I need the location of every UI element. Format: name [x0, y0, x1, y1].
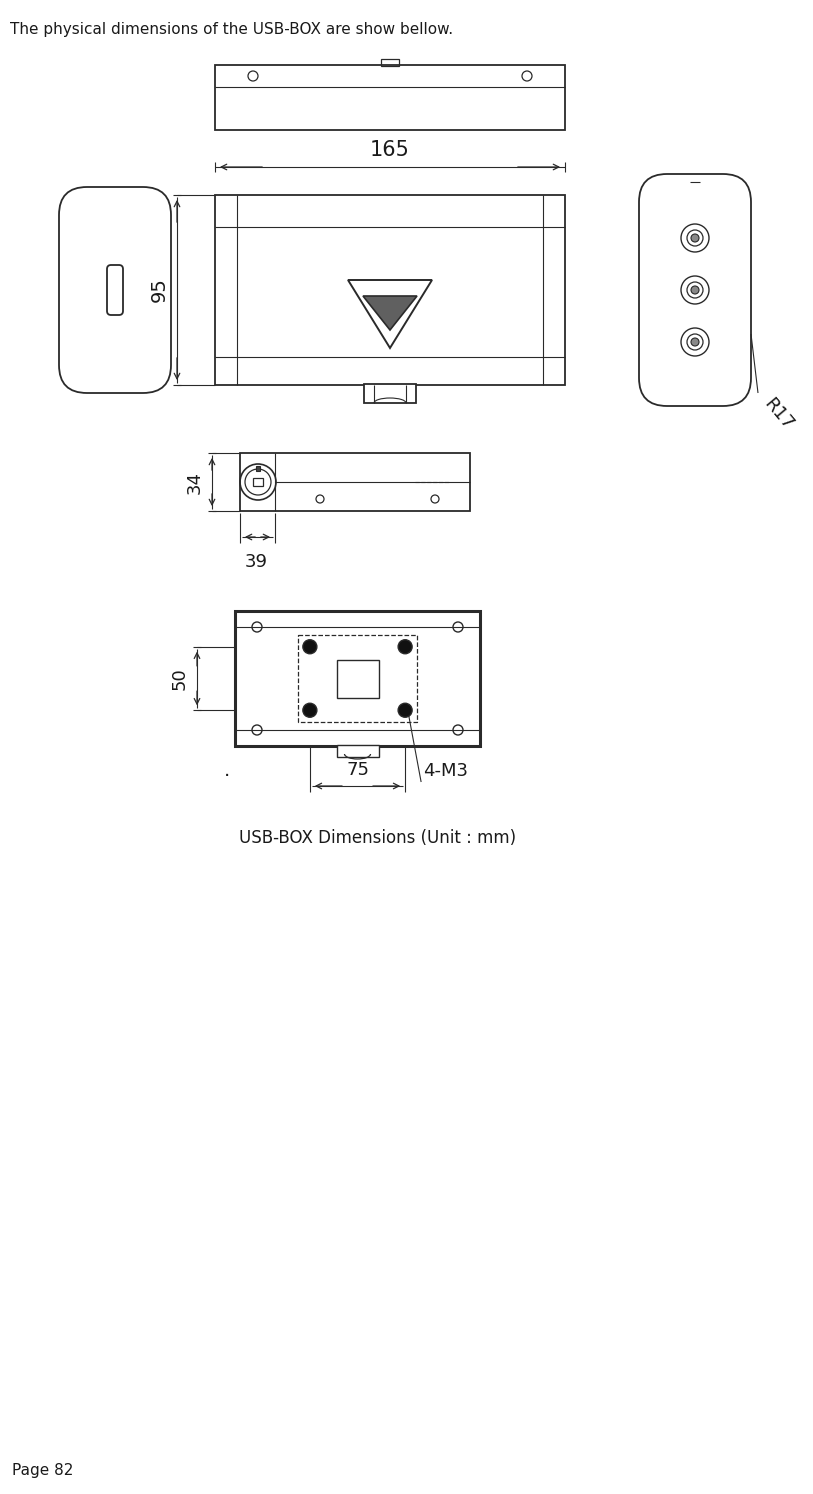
Bar [364, 384, 416, 403]
Text: 50: 50 [171, 668, 189, 690]
Polygon shape [363, 296, 417, 330]
Bar [298, 635, 417, 722]
Bar [381, 58, 399, 66]
Circle shape [398, 704, 412, 717]
Circle shape [691, 338, 699, 347]
Bar [337, 746, 379, 757]
Text: 95: 95 [150, 278, 169, 302]
Text: .: . [224, 760, 230, 780]
Circle shape [303, 704, 317, 717]
Circle shape [691, 235, 699, 242]
Text: 39: 39 [245, 553, 268, 571]
Text: Page 82: Page 82 [12, 1463, 73, 1478]
Bar [215, 196, 565, 385]
Circle shape [691, 285, 699, 294]
Text: R17: R17 [760, 394, 797, 433]
Text: The physical dimensions of the USB-BOX are show bellow.: The physical dimensions of the USB-BOX a… [10, 22, 453, 37]
Text: USB-BOX Dimensions (Unit : mm): USB-BOX Dimensions (Unit : mm) [239, 829, 516, 847]
Bar [337, 659, 379, 698]
Bar [235, 611, 480, 746]
Bar [256, 466, 260, 471]
Text: 75: 75 [346, 760, 369, 778]
Text: 4-M3: 4-M3 [423, 762, 468, 780]
Bar [240, 453, 470, 511]
Bar [253, 478, 263, 486]
Circle shape [398, 639, 412, 654]
Circle shape [303, 639, 317, 654]
Bar [215, 66, 565, 130]
Text: 165: 165 [370, 140, 410, 160]
Text: 34: 34 [186, 471, 204, 493]
